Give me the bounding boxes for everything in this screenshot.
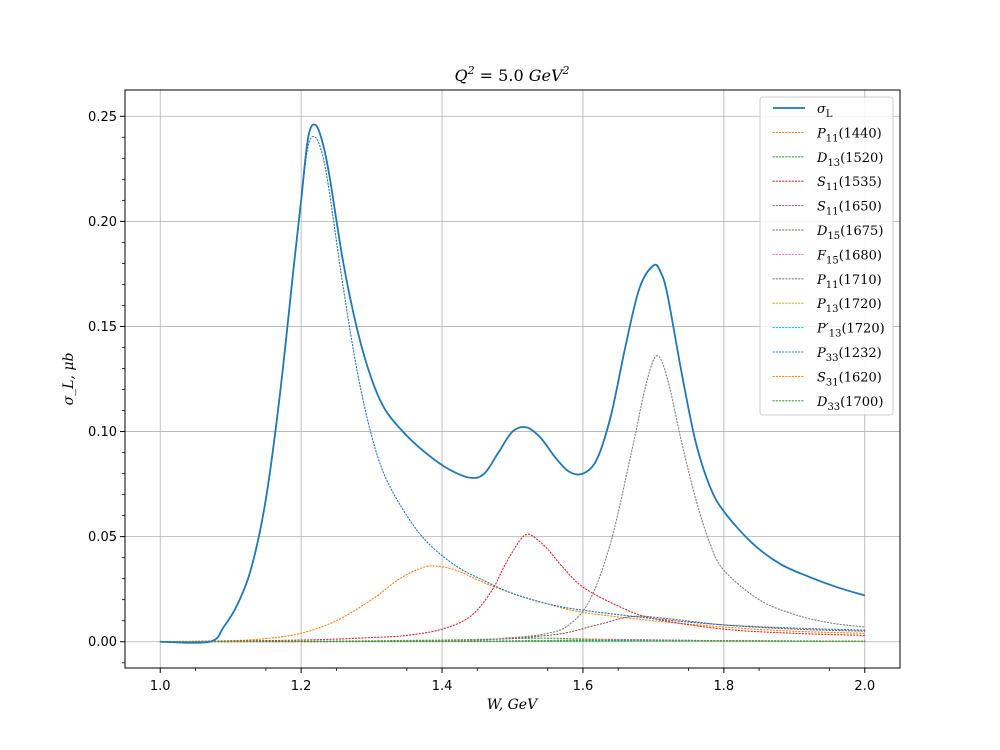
legend-entry: D33(1700) [816, 395, 883, 413]
x-axis-label: W, GeV [487, 697, 539, 713]
series-line-p11-1710- [159, 355, 866, 643]
legend-entry: P11(1440) [816, 126, 882, 144]
legend-entry: σL [817, 102, 833, 120]
series-line-sigma-l [160, 123, 866, 644]
y-tick-label: 0.00 [88, 635, 117, 650]
legend-entry: P11(1710) [816, 273, 882, 291]
legend-entry: F15(1680) [816, 248, 882, 266]
axis-ticks: 1.0 1.2 1.4 1.6 1.8 2.0 0.00 0.05 0.10 0.15 0.20 0.… [88, 110, 875, 694]
legend-entry: D13(1520) [816, 151, 883, 169]
series-line-s11-1535- [159, 533, 866, 643]
y-tick-label: 0.05 [88, 530, 117, 545]
y-axis-label: σ_L, μb [61, 353, 77, 406]
legend: σL P11(1440) D13(1520) S11(1535) S11(1650) D1… [759, 96, 894, 416]
legend-entry: D15(1675) [816, 224, 883, 242]
legend-entry: S11(1535) [817, 175, 882, 193]
x-tick-label: 1.6 [573, 679, 594, 694]
legend-entry: S31(1620) [817, 370, 882, 388]
legend-entry: P33(1232) [816, 346, 882, 364]
plot-frame [124, 89, 901, 669]
y-tick-label: 0.15 [88, 320, 117, 335]
legend-entry: S11(1650) [817, 200, 882, 218]
y-tick-label: 0.10 [88, 425, 117, 440]
legend-entry: P′13(1720) [816, 322, 885, 340]
series-lines [159, 123, 866, 644]
x-tick-label: 1.8 [714, 679, 735, 694]
x-tick-label: 2.0 [854, 679, 875, 694]
chart-title: Q2 = 5.0 GeV2 [454, 64, 569, 85]
x-tick-label: 1.4 [432, 679, 453, 694]
x-tick-label: 1.2 [291, 679, 312, 694]
legend-box [759, 96, 894, 416]
y-tick-label: 0.20 [88, 215, 117, 230]
series-line-d33-1700- [159, 639, 866, 643]
legend-entry: P13(1720) [816, 297, 882, 315]
x-tick-label: 1.0 [150, 679, 171, 694]
y-tick-label: 0.25 [88, 110, 117, 125]
